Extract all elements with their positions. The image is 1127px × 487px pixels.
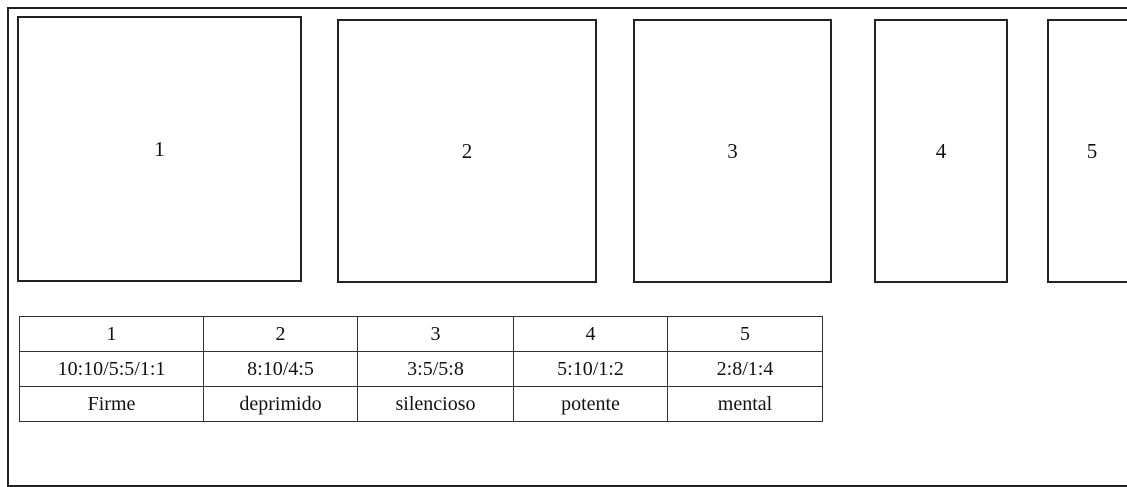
proportion-box-5: 5 xyxy=(1047,19,1127,283)
table-cell: 3:5/5:8 xyxy=(357,351,514,387)
table-cell: 8:10/4:5 xyxy=(203,351,358,387)
box-label: 5 xyxy=(1086,138,1098,163)
table-cell: 5 xyxy=(667,316,823,352)
table-cell: 4 xyxy=(513,316,668,352)
table-cell: potente xyxy=(513,386,668,422)
table-cell: 3 xyxy=(357,316,514,352)
box-label: 3 xyxy=(727,138,738,163)
table-cell: 5:10/1:2 xyxy=(513,351,668,387)
table-cell: mental xyxy=(667,386,823,422)
proportion-box-4: 4 xyxy=(874,19,1008,283)
proportion-box-3: 3 xyxy=(633,19,832,283)
proportion-box-2: 2 xyxy=(337,19,597,283)
table-row-numbers: 1 2 3 4 5 xyxy=(19,316,823,352)
box-label: 4 xyxy=(935,138,947,163)
table-row-ratios: 10:10/5:5/1:1 8:10/4:5 3:5/5:8 5:10/1:2 … xyxy=(19,351,823,387)
table-row-words: Firme deprimido silencioso potente menta… xyxy=(19,386,823,422)
table-cell: silencioso xyxy=(357,386,514,422)
table-cell: deprimido xyxy=(203,386,358,422)
table-cell: 2:8/1:4 xyxy=(667,351,823,387)
table-cell: 1 xyxy=(19,316,204,352)
box-label: 1 xyxy=(154,136,165,161)
table-cell: 2 xyxy=(203,316,358,352)
table-cell: Firme xyxy=(19,386,204,422)
ratio-table: 1 2 3 4 5 10:10/5:5/1:1 8:10/4:5 3:5/5:8… xyxy=(19,316,823,422)
proportion-box-1: 1 xyxy=(17,16,302,282)
box-label: 2 xyxy=(461,138,473,163)
table-cell: 10:10/5:5/1:1 xyxy=(19,351,204,387)
